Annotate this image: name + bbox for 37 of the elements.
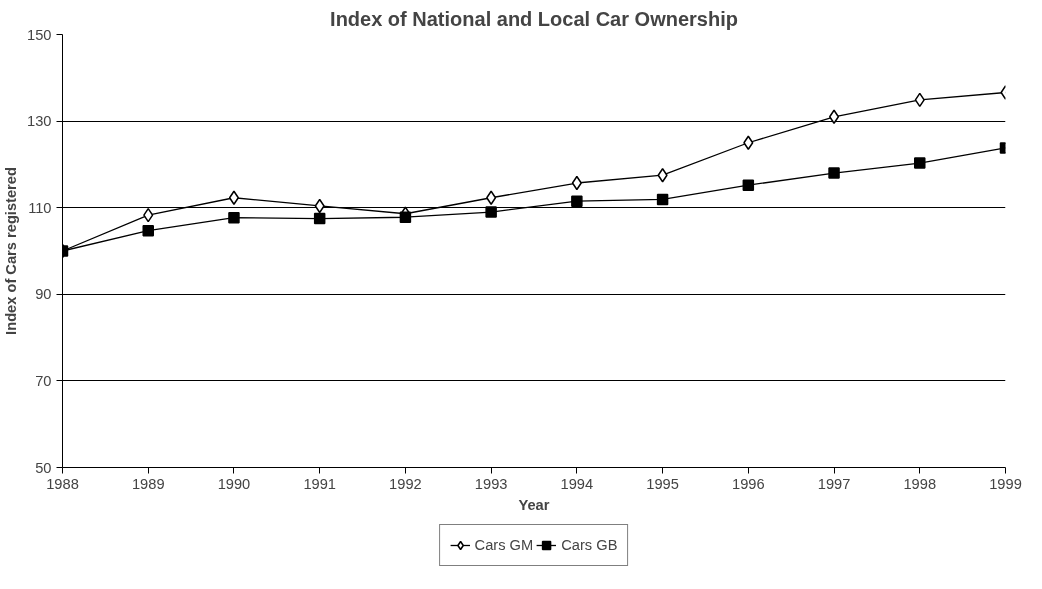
- point: [743, 135, 754, 150]
- x-tick-label: 1989: [131, 475, 165, 492]
- point: [914, 157, 926, 169]
- point: [828, 167, 840, 179]
- x-tick-label: 1998: [903, 475, 937, 492]
- x-tick-label: 1991: [303, 475, 336, 492]
- x-tick-label: 1997: [817, 475, 851, 492]
- x-tick-label: 1996: [732, 475, 765, 492]
- x-tick-label: 1990: [217, 475, 251, 492]
- point: [571, 195, 583, 207]
- y-tick-label: 130: [27, 113, 52, 130]
- y-tick-label: 90: [35, 286, 52, 303]
- x-tick-label: 1988: [46, 475, 79, 492]
- point: [656, 193, 669, 206]
- x-tick-label: 1992: [389, 475, 422, 492]
- point: [228, 211, 240, 224]
- x-tick-label: 1999: [989, 475, 1022, 492]
- y-tick-label: 70: [35, 372, 52, 389]
- legend-label: Cars GB: [561, 537, 618, 553]
- point: [828, 109, 840, 125]
- y-tick-label: 150: [27, 26, 52, 43]
- y-tick-label: 110: [28, 199, 52, 216]
- point: [742, 179, 755, 191]
- y-axis-title: Index of Cars registered: [3, 167, 20, 335]
- x-tick-label: 1993: [474, 475, 508, 492]
- x-axis-title: Year: [518, 496, 550, 513]
- point: [313, 212, 326, 225]
- point: [486, 190, 497, 205]
- point: [399, 211, 412, 223]
- x-tick-label: 1994: [560, 475, 594, 492]
- legend-label: Cars GM: [474, 537, 534, 553]
- chart-title: Index of National and Local Car Ownership: [330, 7, 738, 30]
- point: [142, 224, 154, 237]
- point: [228, 190, 240, 205]
- x-tick-label: 1995: [646, 475, 679, 492]
- y-tick-label: 50: [35, 459, 52, 476]
- point: [485, 206, 497, 218]
